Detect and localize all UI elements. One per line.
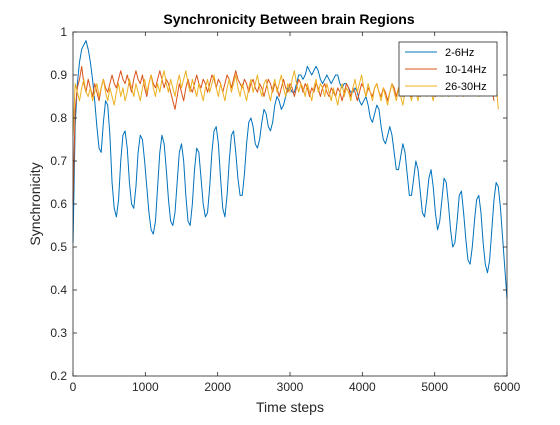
x-tick-label: 0 <box>70 380 77 394</box>
x-axis-ticks: 0 1000 2000 3000 4000 5000 6000 <box>70 32 521 394</box>
y-tick-label: 0.5 <box>50 240 67 254</box>
series-line-1 <box>72 40 508 299</box>
x-tick-label: 1000 <box>132 380 159 394</box>
y-tick-label: 0.6 <box>50 197 67 211</box>
y-axis-label: Synchronicity <box>27 162 43 245</box>
y-tick-label: 1 <box>60 25 67 39</box>
legend: 2-6Hz 10-14Hz 26-30Hz <box>398 41 498 97</box>
x-tick-label: 2000 <box>204 380 231 394</box>
x-tick-label: 3000 <box>277 380 304 394</box>
y-tick-label: 0.8 <box>50 111 67 125</box>
legend-label-1: 2-6Hz <box>445 47 474 59</box>
chart-title: Synchronicity Between brain Regions <box>163 11 414 27</box>
legend-entries: 2-6Hz 10-14Hz 26-30Hz <box>405 47 487 93</box>
y-tick-label: 0.9 <box>50 68 67 82</box>
y-tick-label: 0.2 <box>50 369 67 383</box>
legend-label-3: 26-30Hz <box>445 81 487 93</box>
y-axis-ticks: 0.2 0.3 0.4 0.5 0.6 0.7 0.8 0.9 1 <box>50 25 507 383</box>
legend-label-2: 10-14Hz <box>445 64 487 76</box>
x-tick-label: 5000 <box>421 380 448 394</box>
y-tick-label: 0.7 <box>50 154 67 168</box>
x-axis-label: Time steps <box>256 399 324 415</box>
y-tick-label: 0.4 <box>50 283 67 297</box>
x-tick-label: 4000 <box>349 380 376 394</box>
x-tick-label: 6000 <box>494 380 521 394</box>
y-tick-label: 0.3 <box>50 326 67 340</box>
